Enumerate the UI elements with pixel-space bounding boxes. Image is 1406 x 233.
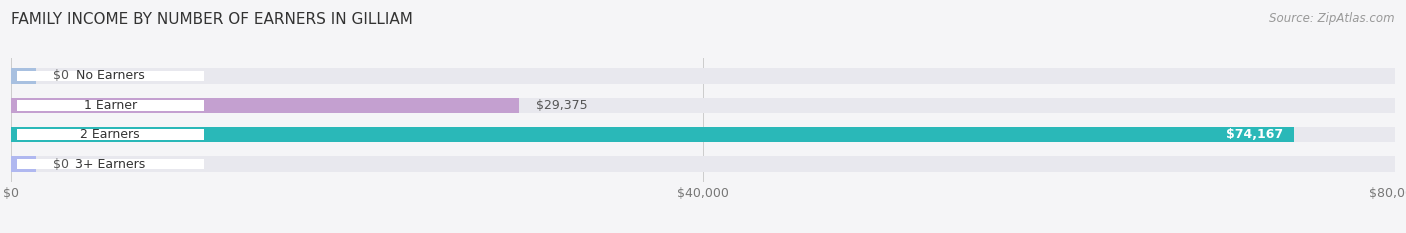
Bar: [11, 68, 1395, 84]
Bar: [11, 156, 1395, 172]
Text: $0: $0: [53, 158, 69, 171]
Bar: [17, 159, 204, 169]
Bar: [17, 129, 204, 140]
Bar: [11, 127, 1294, 142]
Bar: [17, 100, 204, 111]
Text: 1 Earner: 1 Earner: [83, 99, 136, 112]
Bar: [11, 68, 37, 84]
Text: No Earners: No Earners: [76, 69, 145, 82]
Bar: [11, 98, 519, 113]
Bar: [11, 156, 37, 172]
Bar: [11, 127, 1395, 142]
Text: FAMILY INCOME BY NUMBER OF EARNERS IN GILLIAM: FAMILY INCOME BY NUMBER OF EARNERS IN GI…: [11, 12, 413, 27]
Bar: [17, 71, 204, 81]
Bar: [11, 98, 1395, 113]
Text: $0: $0: [53, 69, 69, 82]
Text: 3+ Earners: 3+ Earners: [75, 158, 145, 171]
Text: $74,167: $74,167: [1226, 128, 1282, 141]
Text: Source: ZipAtlas.com: Source: ZipAtlas.com: [1270, 12, 1395, 25]
Text: $29,375: $29,375: [536, 99, 588, 112]
Text: 2 Earners: 2 Earners: [80, 128, 141, 141]
